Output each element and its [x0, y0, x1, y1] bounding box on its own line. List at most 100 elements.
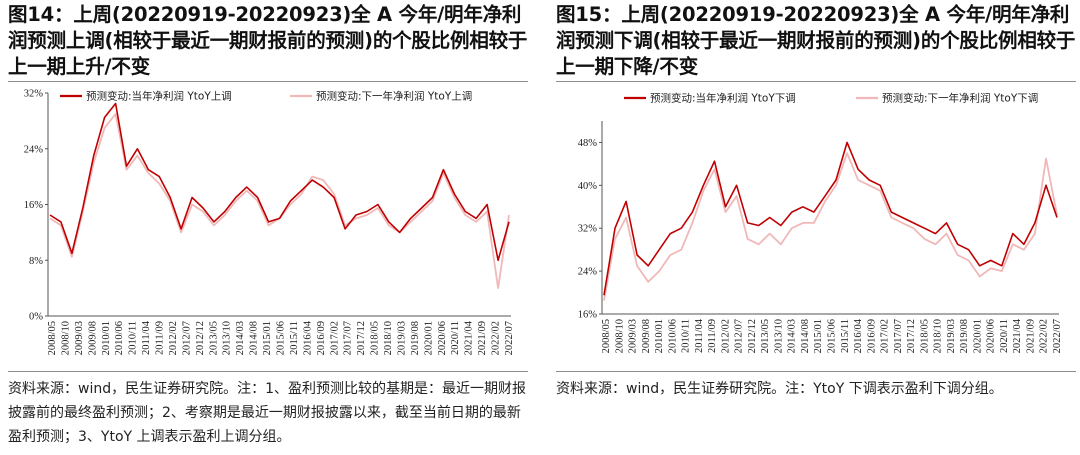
x-tick-label: 2020/01 [972, 319, 983, 353]
x-tick-label: 2020/06 [986, 319, 997, 353]
x-tick-label: 2011/09 [155, 321, 166, 355]
x-tick-label: 2014/08 [249, 321, 260, 355]
y-tick-label: 8% [29, 256, 43, 267]
x-tick-label: 2012/12 [747, 319, 758, 353]
x-tick-label: 2017/07 [893, 319, 904, 353]
chart-upgrade-ratio: 0% 8% 16% 24% 32% 2008/05 2008/10 2009/03 2009/0… [24, 89, 515, 356]
x-tick-label: 2010/11 [681, 319, 692, 353]
x-tick-label: 2020/11 [450, 321, 461, 355]
source-note: 资料来源：wind，民生证券研究院。注：YtoY 下调表示盈利下调分组。 [556, 381, 1003, 397]
x-tick-label: 2016/09 [316, 321, 327, 355]
legend-label: 预测变动:当年净利润 YtoY上调 [86, 90, 232, 103]
x-tick-label: 2020/01 [423, 321, 434, 355]
x-tick-label: 2015/01 [262, 321, 273, 355]
x-tick-label: 2016/04 [853, 318, 864, 353]
x-tick-label: 2021/09 [1025, 319, 1036, 353]
x-tick-label: 2017/02 [880, 319, 891, 353]
legend-item-0: 预测变动:当年净利润 YtoY下调 [624, 92, 796, 105]
x-tick-label: 2010/06 [667, 319, 678, 353]
x-tick-label: 2009/08 [641, 319, 652, 353]
y-tick-label: 0% [29, 312, 43, 323]
y-tick-label: 32% [24, 89, 44, 100]
y-tick-label: 24% [578, 267, 598, 278]
x-tick-label: 2015/11 [840, 319, 851, 353]
x-tick-label: 2019/08 [959, 319, 970, 353]
title-rule [556, 81, 1076, 82]
x-tick-label: 2009/03 [628, 319, 639, 353]
x-tick-label: 2014/03 [787, 319, 798, 353]
figure-14: 图14：上周(20220919-20220923)全 A 今年/明年净利润预测上… [8, 0, 538, 455]
x-tick-label: 2014/08 [800, 319, 811, 353]
x-tick-label: 2017/12 [356, 321, 367, 355]
y-tick-label: 16% [24, 200, 44, 211]
series-line-0 [603, 141, 1058, 296]
chart-downgrade-ratio: 16% 24% 32% 40% 48% 2008/05 2008/10 2009/03 2009… [578, 92, 1063, 354]
x-tick-label: 2021/04 [1012, 318, 1023, 353]
x-tick-label: 2020/06 [437, 321, 448, 355]
legend-label: 预测变动:下一年净利润 YtoY上调 [316, 90, 472, 103]
x-tick-label: 2010/11 [128, 321, 139, 355]
x-tick-label: 2017/12 [906, 319, 917, 353]
x-tick-label: 2021/04 [464, 320, 475, 355]
x-tick-label: 2019/03 [396, 321, 407, 355]
x-tick-label: 2018/05 [370, 321, 381, 355]
x-tick-label: 2009/03 [74, 321, 85, 355]
x-tick-label: 2010/01 [654, 319, 665, 353]
source-note: 资料来源：wind，民生证券研究院。注：1、盈利预测比较的基期是：最近一期财报披… [8, 381, 527, 445]
x-tick-label: 2011/04 [694, 318, 705, 353]
x-tick-label: 2012/07 [181, 321, 192, 355]
y-tick-label: 16% [578, 310, 598, 321]
x-tick-label: 2015/01 [813, 319, 824, 353]
legend-item-0: 预测变动:当年净利润 YtoY上调 [60, 90, 232, 103]
x-tick-label: 2012/12 [195, 321, 206, 355]
x-tick-label: 2012/02 [720, 319, 731, 353]
series-line-1 [49, 112, 510, 290]
x-tick-label: 2015/06 [827, 319, 838, 353]
x-tick-label: 2014/03 [235, 321, 246, 355]
x-tick-label: 2013/10 [773, 319, 784, 353]
x-tick-label: 2018/10 [383, 321, 394, 355]
x-tick-label: 2016/09 [866, 319, 877, 353]
y-tick-label: 24% [24, 144, 44, 155]
legend-item-1: 预测变动:下一年净利润 YtoY下调 [856, 92, 1038, 105]
source-rule [8, 371, 528, 372]
x-tick-label: 2008/05 [47, 321, 58, 355]
x-tick-label: 2022/02 [491, 321, 502, 355]
legend-label: 预测变动:下一年净利润 YtoY下调 [882, 92, 1038, 105]
x-tick-label: 2010/01 [101, 321, 112, 355]
y-tick-label: 32% [578, 224, 598, 235]
source-rule [556, 371, 1076, 372]
figure-15: 图15：上周(20220919-20220923)全 A 今年/明年净利润预测下… [556, 0, 1080, 455]
x-tick-label: 2019/08 [410, 321, 421, 355]
legend-item-1: 预测变动:下一年净利润 YtoY上调 [290, 90, 472, 103]
x-tick-label: 2011/09 [707, 319, 718, 353]
x-tick-label: 2016/04 [302, 320, 313, 355]
x-tick-label: 2008/10 [614, 319, 625, 353]
series-line-1 [603, 152, 1058, 301]
x-tick-label: 2010/06 [114, 321, 125, 355]
x-tick-label: 2020/11 [999, 319, 1010, 353]
x-tick-label: 2015/06 [276, 321, 287, 355]
x-tick-label: 2022/02 [1039, 319, 1050, 353]
x-tick-label: 2021/09 [477, 321, 488, 355]
x-tick-label: 2015/11 [289, 321, 300, 355]
x-tick-label: 2022/07 [1052, 319, 1063, 353]
legend-label: 预测变动:当年净利润 YtoY下调 [650, 92, 796, 105]
x-tick-label: 2012/07 [734, 319, 745, 353]
x-tick-label: 2013/05 [208, 321, 219, 355]
x-tick-label: 2008/05 [601, 319, 612, 353]
figure-title: 图15：上周(20220919-20220923)全 A 今年/明年净利润预测下… [556, 3, 1076, 78]
y-tick-label: 40% [578, 181, 598, 192]
figure-title: 图14：上周(20220919-20220923)全 A 今年/明年净利润预测上… [8, 3, 528, 78]
x-tick-label: 2011/04 [141, 320, 152, 355]
x-tick-label: 2018/05 [919, 319, 930, 353]
x-tick-label: 2013/05 [760, 319, 771, 353]
x-tick-label: 2009/08 [87, 321, 98, 355]
x-tick-label: 2022/07 [504, 321, 515, 355]
x-tick-label: 2019/03 [946, 319, 957, 353]
series-line-0 [49, 102, 510, 262]
x-tick-label: 2018/10 [933, 319, 944, 353]
x-tick-label: 2013/10 [222, 321, 233, 355]
x-tick-label: 2017/07 [343, 321, 354, 355]
title-rule [8, 81, 528, 82]
